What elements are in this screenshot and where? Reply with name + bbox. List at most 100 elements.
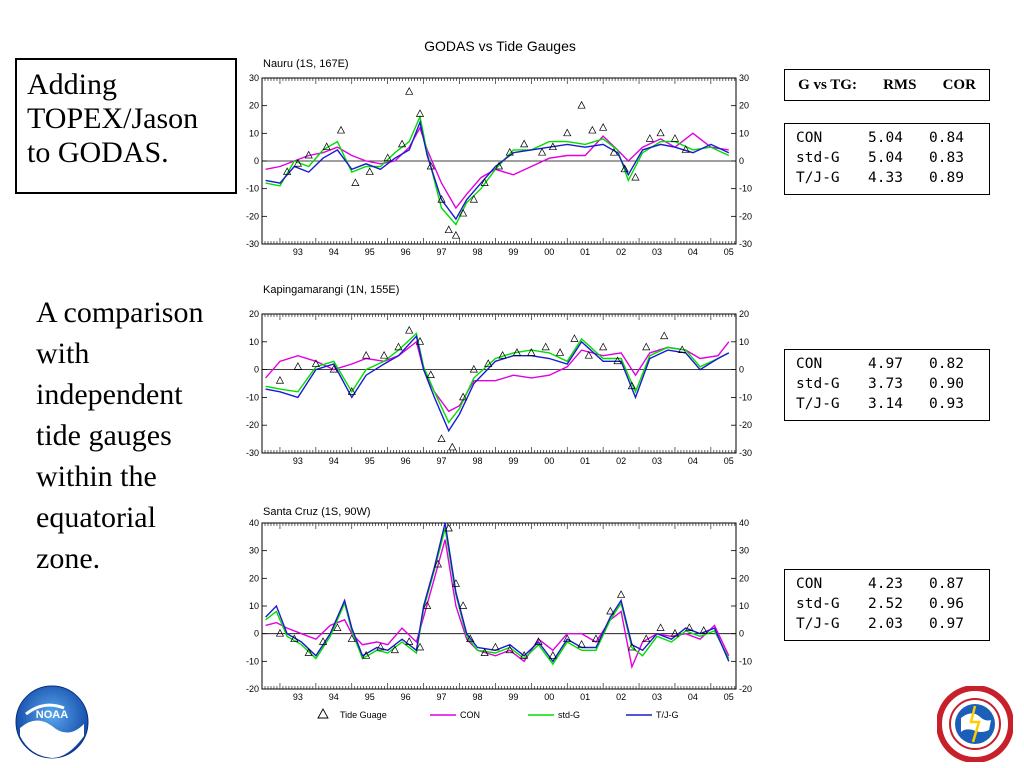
- y-tick-label: 0: [254, 629, 259, 639]
- stat-name: T/J-G: [796, 616, 840, 632]
- tide-gauge-point: [405, 637, 414, 645]
- tide-gauge-point: [656, 623, 665, 631]
- y-tick-label: 20: [739, 309, 749, 319]
- tide-gauge-point: [520, 651, 529, 659]
- y-tick-label: -30: [246, 448, 259, 458]
- x-tick-label: 96: [401, 247, 411, 257]
- panel-title-kapingamarangi: Kapingamarangi (1N, 155E): [263, 284, 400, 296]
- x-tick-label: 03: [652, 692, 662, 702]
- tide-gauge-point: [437, 194, 446, 203]
- stat-cor: 0.83: [929, 150, 964, 166]
- stat-rms: 3.73: [868, 376, 903, 392]
- tide-gauge-point: [670, 628, 680, 637]
- y-tick-label: 0: [739, 156, 744, 166]
- stat-name: T/J-G: [796, 396, 840, 412]
- tide-gauge-point: [444, 225, 453, 234]
- tide-gauge-point: [577, 100, 586, 109]
- stat-row: CON 4.23 0.87: [796, 574, 989, 594]
- panel-title-nauru: Nauru (1S, 167E): [263, 58, 349, 70]
- y-tick-label: -10: [739, 656, 752, 666]
- y-tick-label: 10: [249, 337, 259, 347]
- stat-name: std-G: [796, 150, 840, 166]
- chart-title: GODAS vs Tide Gauges: [424, 38, 576, 54]
- tide-gauge-point: [555, 348, 565, 356]
- tide-gauge-point: [548, 651, 557, 659]
- x-tick-label: 95: [365, 247, 375, 257]
- tide-gauge-point: [613, 356, 622, 365]
- noaa-logo: NOAA: [15, 685, 89, 759]
- stats-table-nauru: CON 5.04 0.84 std-G 5.04 0.83 T/J-G 4.33 0.89: [784, 123, 990, 195]
- y-tick-label: 20: [249, 309, 259, 319]
- tide-gauge-point: [426, 370, 435, 379]
- series-line-stdg: [265, 528, 730, 666]
- x-tick-label: 98: [472, 247, 482, 257]
- tide-gauge-point: [415, 109, 425, 117]
- description-line: tide gauges: [36, 419, 172, 452]
- description-line: independent: [36, 378, 183, 411]
- tide-gauge-point: [599, 123, 608, 131]
- tide-gauge-point: [423, 601, 432, 609]
- panel-title-santa-cruz: Santa Cruz (1S, 90W): [263, 506, 371, 518]
- stat-cor: 0.82: [929, 356, 964, 372]
- stat-rms: 4.97: [868, 356, 903, 372]
- tide-gauge-point: [426, 161, 435, 170]
- x-tick-label: 94: [329, 456, 339, 466]
- stat-cor: 0.93: [929, 396, 964, 412]
- x-tick-label: 99: [508, 456, 518, 466]
- tide-gauge-point: [376, 642, 385, 651]
- tide-gauge-point: [534, 637, 543, 645]
- tide-gauge-point: [433, 559, 443, 568]
- x-tick-label: 93: [293, 456, 303, 466]
- stat-name: std-G: [796, 596, 840, 612]
- y-tick-label: -10: [246, 392, 259, 402]
- y-tick-label: 40: [249, 518, 259, 528]
- tide-gauge-point: [609, 147, 618, 156]
- slide-title-line: to GODAS.: [27, 136, 169, 169]
- x-tick-label: 02: [616, 247, 626, 257]
- stat-row: CON 4.97 0.82: [796, 354, 989, 374]
- tide-gauge-point: [498, 350, 507, 359]
- tide-gauge-point: [670, 134, 680, 142]
- x-tick-label: 04: [688, 247, 698, 257]
- tide-gauge-point: [333, 623, 342, 631]
- tide-gauge-point: [606, 606, 615, 615]
- tide-gauge-point: [318, 637, 328, 645]
- tide-gauge-point: [336, 125, 346, 134]
- x-tick-label: 94: [329, 692, 339, 702]
- series-line-con: [265, 126, 729, 210]
- y-tick-label: 0: [254, 156, 259, 166]
- tide-gauge-point: [480, 648, 489, 656]
- tide-gauge-point: [469, 364, 478, 373]
- y-tick-label: -10: [739, 184, 752, 194]
- stat-row: T/J-G 4.33 0.89: [796, 168, 989, 188]
- tide-gauge-point: [627, 381, 636, 390]
- tide-gauge-point: [505, 645, 514, 654]
- tide-gauge-point: [351, 178, 360, 186]
- tide-gauge-point: [512, 348, 522, 356]
- y-tick-label: 20: [249, 573, 259, 583]
- slide-description: A comparison with independent tide gauge…: [36, 292, 236, 579]
- legend-label: CON: [460, 710, 480, 720]
- stat-cor: 0.90: [929, 376, 964, 392]
- description-line: A comparison: [36, 296, 204, 329]
- series-line-con: [265, 340, 730, 413]
- tide-gauge-point: [685, 623, 694, 631]
- x-tick-label: 99: [508, 247, 518, 257]
- stats-table-kapingamarangi: CON 4.97 0.82 std-G 3.73 0.90 T/J-G 3.14 0.93: [784, 349, 990, 421]
- x-tick-label: 97: [437, 692, 447, 702]
- y-tick-label: -10: [246, 656, 259, 666]
- tide-gauge-point: [563, 128, 572, 137]
- y-tick-label: -10: [739, 392, 752, 402]
- x-tick-label: 94: [329, 247, 339, 257]
- tide-gauge-point: [678, 345, 687, 353]
- tide-gauge-point: [577, 639, 586, 648]
- x-tick-label: 03: [652, 456, 662, 466]
- y-tick-label: -30: [739, 239, 752, 249]
- y-tick-label: -30: [739, 448, 752, 458]
- description-line: within the: [36, 460, 157, 493]
- tide-gauge-point: [505, 147, 514, 156]
- tide-gauge-point: [681, 145, 690, 153]
- tide-gauge-point: [480, 178, 489, 186]
- y-tick-label: 10: [249, 601, 259, 611]
- tide-gauge-point: [362, 651, 371, 659]
